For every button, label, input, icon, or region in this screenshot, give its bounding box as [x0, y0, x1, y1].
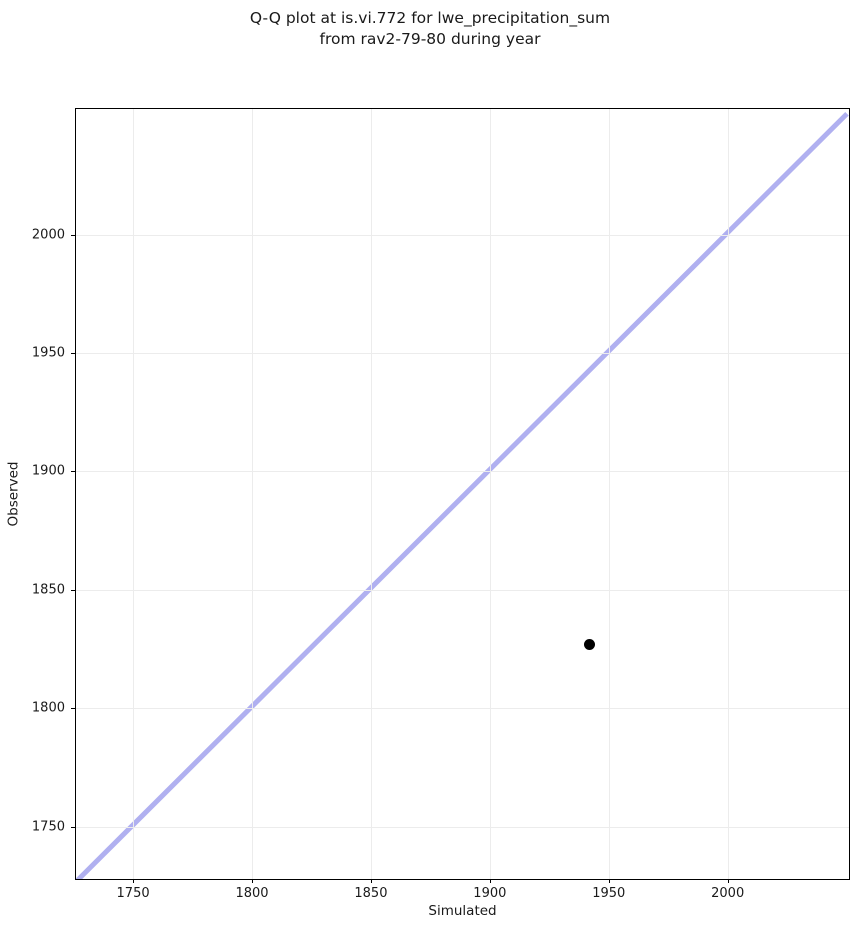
- y-axis-tick-label: 1850: [31, 582, 65, 598]
- gridline-vertical: [370, 109, 372, 879]
- x-axis-tick-mark: [608, 879, 610, 883]
- gridline-horizontal: [76, 234, 849, 236]
- gridline-vertical: [489, 109, 491, 879]
- data-point: [584, 638, 596, 650]
- y-axis-tick-label: 1900: [31, 463, 65, 479]
- y-axis-tick-mark: [71, 826, 75, 828]
- gridline-vertical: [608, 109, 610, 879]
- y-axis-tick-mark: [71, 589, 75, 591]
- chart-title: Q-Q plot at is.vi.772 for lwe_precipitat…: [249, 9, 611, 48]
- gridline-vertical: [727, 109, 729, 879]
- y-axis-tick-label: 1750: [31, 819, 65, 835]
- x-axis-tick-label: 1750: [116, 886, 150, 901]
- gridline-horizontal: [76, 708, 849, 710]
- y-axis-label: Observed: [0, 108, 26, 880]
- y-axis-tick-label: 1800: [31, 700, 65, 716]
- reference-line-icon: [76, 111, 849, 879]
- y-axis-tick-mark: [71, 708, 75, 710]
- gridline-vertical: [252, 109, 253, 879]
- y-axis-tick-mark: [71, 471, 75, 473]
- y-axis-tick-label: 2000: [31, 227, 65, 243]
- y-axis-tick-mark: [71, 234, 75, 236]
- x-axis-tick-label: 1900: [473, 886, 507, 901]
- x-axis-tick-label: 2000: [711, 886, 745, 901]
- x-axis-tick-mark: [370, 879, 372, 883]
- x-axis-tick-mark: [489, 879, 491, 883]
- y-axis-tick-label: 1950: [31, 345, 65, 361]
- x-axis-tick-mark: [252, 879, 253, 883]
- x-axis-tick-mark: [727, 879, 729, 883]
- gridline-horizontal: [76, 826, 849, 828]
- x-axis-tick-label: 1800: [235, 886, 269, 901]
- y-axis-tick-mark: [71, 353, 75, 355]
- gridline-horizontal: [76, 471, 849, 473]
- x-axis-label: Simulated: [428, 903, 497, 919]
- x-axis-tick-mark: [133, 879, 135, 883]
- gridline-horizontal: [76, 589, 849, 591]
- gridline-vertical: [133, 109, 135, 879]
- gridline-horizontal: [76, 353, 849, 355]
- x-axis-tick-label: 1950: [592, 886, 626, 901]
- x-axis-tick-label: 1850: [354, 886, 388, 901]
- plot-area: [75, 108, 850, 880]
